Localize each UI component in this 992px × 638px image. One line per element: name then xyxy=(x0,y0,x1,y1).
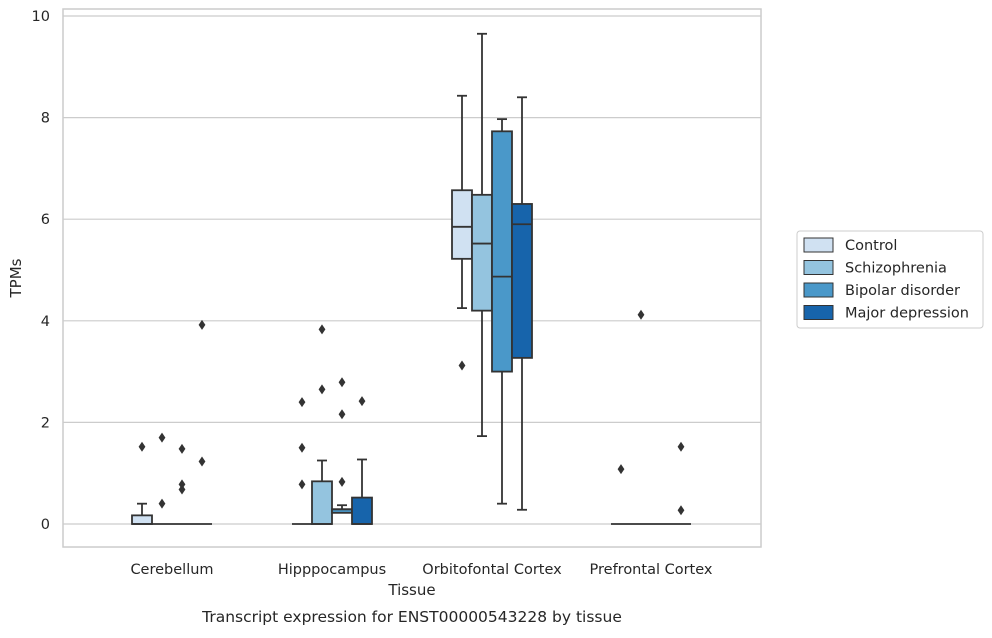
outlier-point xyxy=(338,409,346,420)
outlier-point xyxy=(298,442,306,453)
box xyxy=(491,130,513,373)
x-tick-label: Prefrontal Cortex xyxy=(590,562,713,578)
x-tick-label: Hipppocampus xyxy=(278,562,386,578)
y-tick-label: 10 xyxy=(32,9,50,25)
box xyxy=(131,514,153,525)
outlier-point xyxy=(358,396,366,407)
y-tick-label: 2 xyxy=(41,415,50,431)
box xyxy=(351,496,373,525)
x-tick-label: Cerebellum xyxy=(130,562,213,578)
box xyxy=(451,189,473,260)
outlier-point xyxy=(198,456,206,467)
outlier-point xyxy=(298,479,306,490)
boxes xyxy=(131,32,691,525)
y-tick-label: 0 xyxy=(41,517,50,533)
legend-label: Schizophrenia xyxy=(845,261,947,277)
outlier-point xyxy=(318,384,326,395)
legend: Control Schizophrenia Bipolar disorder Majo… xyxy=(796,230,984,329)
y-tick-label: 6 xyxy=(41,212,50,228)
plot-area xyxy=(62,8,762,548)
box xyxy=(471,193,493,312)
outlier-point xyxy=(138,441,146,452)
x-axis-label: Tissue xyxy=(387,581,435,599)
outlier-point xyxy=(617,464,625,475)
outlier-point xyxy=(318,324,326,335)
outlier-point xyxy=(158,432,166,443)
outlier-point xyxy=(338,476,346,487)
legend-swatch xyxy=(803,282,834,298)
legend-swatch xyxy=(803,305,834,320)
outlier-point xyxy=(338,377,346,388)
box xyxy=(511,203,533,359)
y-axis-label: TPMs xyxy=(7,258,25,298)
y-tick-label: 4 xyxy=(41,314,50,330)
chart-title: Transcript expression for ENST0000054322… xyxy=(201,608,622,626)
outlier-point xyxy=(677,441,685,452)
outlier-point xyxy=(637,309,645,320)
outlier-point xyxy=(158,498,166,509)
x-tick-label: Orbitofontal Cortex xyxy=(422,562,562,578)
y-axis-ticks: 0 2 4 6 8 10 xyxy=(32,9,50,533)
legend-frame xyxy=(796,230,984,329)
outlier-point xyxy=(677,505,685,516)
legend-swatch xyxy=(803,237,834,253)
legend-label: Major depression xyxy=(845,306,969,322)
box xyxy=(311,480,333,525)
outlier-point xyxy=(458,360,466,371)
outlier-point xyxy=(178,443,186,454)
outlier-point xyxy=(298,397,306,408)
outlier-point xyxy=(178,484,186,495)
outlier-point xyxy=(198,319,206,330)
outlier-point xyxy=(178,479,186,490)
legend-label: Bipolar disorder xyxy=(845,283,960,299)
y-tick-label: 8 xyxy=(41,111,50,127)
legend-swatch xyxy=(803,260,834,275)
legend-label: Control xyxy=(845,238,897,254)
x-axis-ticks: Cerebellum Hipppocampus Orbitofontal Corte… xyxy=(130,562,712,578)
